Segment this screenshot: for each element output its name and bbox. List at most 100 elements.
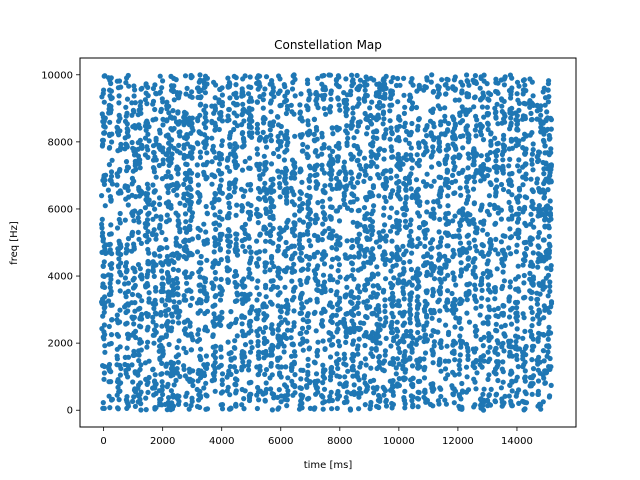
data-point bbox=[201, 132, 208, 138]
data-point bbox=[335, 388, 341, 395]
data-point bbox=[108, 332, 115, 338]
data-point bbox=[146, 250, 152, 256]
data-point bbox=[445, 232, 451, 238]
data-point bbox=[200, 162, 206, 168]
data-point bbox=[282, 284, 288, 290]
data-point bbox=[534, 176, 541, 182]
data-point bbox=[334, 208, 341, 214]
data-point bbox=[241, 406, 247, 412]
data-point bbox=[457, 333, 463, 339]
data-point bbox=[249, 134, 255, 140]
data-point bbox=[210, 264, 216, 270]
data-point bbox=[305, 266, 311, 272]
data-point bbox=[521, 100, 527, 106]
data-point bbox=[493, 163, 499, 169]
data-point bbox=[443, 91, 449, 97]
data-point bbox=[464, 179, 470, 185]
data-point bbox=[187, 176, 193, 182]
data-point bbox=[282, 382, 288, 388]
data-point bbox=[381, 147, 387, 153]
data-point bbox=[305, 122, 311, 128]
data-point bbox=[175, 171, 181, 177]
data-point bbox=[342, 294, 348, 300]
data-point bbox=[408, 129, 414, 135]
data-point bbox=[115, 279, 121, 285]
data-point bbox=[118, 365, 124, 372]
data-point bbox=[499, 151, 505, 158]
data-point bbox=[270, 88, 276, 94]
data-point bbox=[436, 269, 442, 275]
data-point bbox=[304, 338, 310, 344]
data-point bbox=[528, 296, 534, 302]
data-point bbox=[388, 205, 394, 211]
data-point bbox=[330, 148, 336, 154]
data-point bbox=[335, 307, 341, 313]
data-point bbox=[219, 138, 225, 144]
data-point bbox=[545, 187, 551, 193]
data-point bbox=[106, 379, 112, 385]
data-point bbox=[163, 133, 169, 139]
data-point bbox=[107, 119, 113, 125]
data-point bbox=[117, 307, 123, 313]
data-point bbox=[395, 161, 401, 167]
data-point bbox=[228, 350, 234, 356]
data-point bbox=[335, 96, 341, 102]
data-point bbox=[485, 121, 491, 127]
data-point bbox=[409, 363, 416, 369]
data-point bbox=[203, 103, 209, 109]
data-point bbox=[158, 342, 164, 348]
data-point bbox=[382, 261, 388, 267]
data-point bbox=[478, 396, 484, 402]
data-point bbox=[516, 138, 522, 144]
data-point bbox=[545, 349, 551, 355]
data-point bbox=[390, 154, 396, 160]
data-point bbox=[445, 299, 451, 305]
data-point bbox=[523, 222, 529, 229]
data-point bbox=[408, 186, 414, 192]
data-point bbox=[336, 171, 342, 177]
data-point bbox=[388, 343, 394, 349]
data-point bbox=[402, 175, 408, 181]
data-point bbox=[145, 379, 151, 385]
data-point bbox=[196, 129, 202, 135]
data-point bbox=[262, 371, 268, 377]
data-point bbox=[451, 116, 457, 122]
data-point bbox=[478, 303, 484, 309]
data-point bbox=[348, 207, 355, 213]
data-point bbox=[389, 294, 395, 300]
data-point bbox=[131, 93, 137, 99]
data-point bbox=[150, 117, 156, 123]
data-point bbox=[145, 131, 151, 137]
data-point bbox=[118, 84, 124, 90]
data-point bbox=[107, 368, 113, 374]
data-point bbox=[186, 287, 192, 293]
data-point bbox=[209, 181, 215, 187]
data-point bbox=[501, 132, 507, 138]
data-point bbox=[210, 285, 216, 292]
scatter-points bbox=[99, 72, 555, 413]
data-point bbox=[516, 400, 522, 406]
data-point bbox=[143, 282, 149, 289]
data-point bbox=[459, 388, 466, 394]
data-point bbox=[276, 236, 282, 242]
data-point bbox=[409, 243, 415, 249]
data-point bbox=[246, 98, 252, 104]
data-point bbox=[249, 130, 255, 136]
data-point bbox=[400, 366, 406, 372]
data-point bbox=[347, 407, 354, 413]
data-point bbox=[365, 125, 371, 131]
data-point bbox=[424, 260, 430, 266]
data-point bbox=[105, 272, 112, 278]
data-point bbox=[465, 348, 471, 354]
data-point bbox=[515, 199, 521, 205]
data-point bbox=[248, 339, 254, 345]
data-point bbox=[163, 312, 169, 318]
chart-title: Constellation Map bbox=[274, 38, 382, 52]
data-point bbox=[298, 376, 304, 382]
data-point bbox=[481, 253, 487, 259]
data-point bbox=[322, 183, 328, 189]
data-point bbox=[415, 303, 421, 309]
data-point bbox=[216, 126, 222, 133]
data-point bbox=[106, 291, 112, 298]
data-point bbox=[204, 393, 210, 399]
